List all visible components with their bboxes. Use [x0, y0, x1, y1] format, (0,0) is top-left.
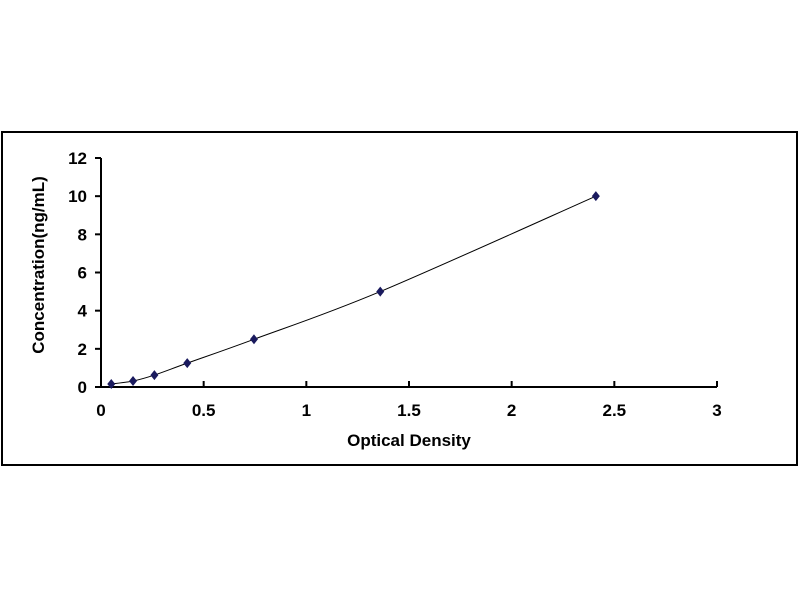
x-tick-label: 0 — [96, 401, 105, 420]
x-tick-label: 2.5 — [603, 401, 627, 420]
data-point — [107, 379, 116, 390]
data-point — [150, 370, 159, 381]
data-point — [376, 286, 385, 297]
y-tick-label: 4 — [78, 302, 88, 321]
data-point — [183, 358, 192, 369]
y-tick-label: 2 — [78, 340, 87, 359]
x-tick-label: 3 — [712, 401, 721, 420]
x-tick-label: 0.5 — [192, 401, 216, 420]
y-tick-label: 0 — [78, 378, 87, 397]
x-tick-label: 1.5 — [397, 401, 421, 420]
x-tick-label: 2 — [507, 401, 516, 420]
data-point — [591, 191, 600, 202]
data-point — [249, 334, 258, 345]
x-tick-label: 1 — [302, 401, 311, 420]
chart-frame — [1, 131, 798, 466]
y-tick-label: 8 — [78, 225, 87, 244]
y-tick-label: 12 — [68, 149, 87, 168]
y-tick-label: 10 — [68, 187, 87, 206]
y-tick-label: 6 — [78, 264, 87, 283]
data-point — [129, 376, 138, 387]
y-axis-title: Concentration(ng/mL) — [29, 176, 48, 354]
x-axis-title: Optical Density — [347, 431, 471, 450]
